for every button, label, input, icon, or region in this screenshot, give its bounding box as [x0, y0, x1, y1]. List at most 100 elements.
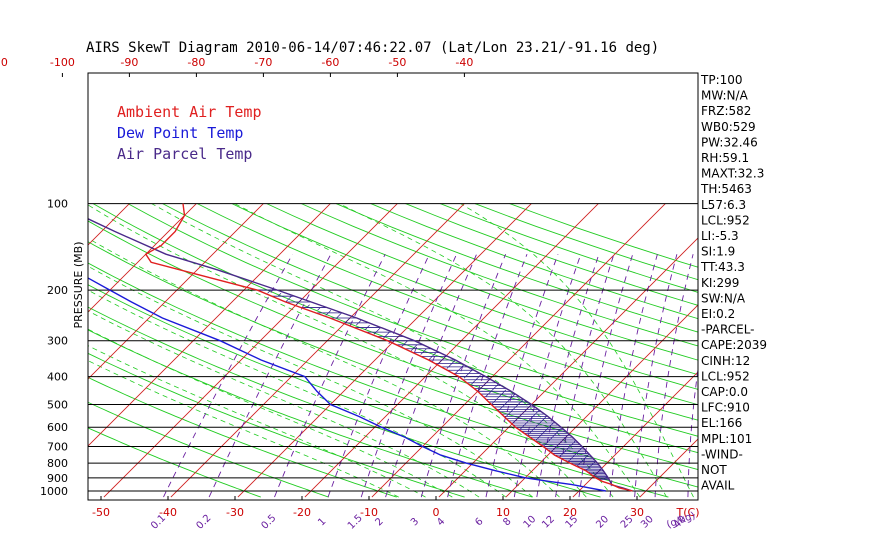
hatch-line	[373, 327, 381, 335]
dry-adiabat	[88, 401, 329, 498]
moist-adiabat	[88, 289, 507, 498]
stat-entry: TP:100	[700, 73, 743, 87]
hatch-line	[438, 356, 446, 364]
dry-adiabat	[88, 241, 698, 471]
mixing-ratio-line	[654, 254, 694, 498]
stat-entry: LFC:910	[701, 401, 750, 415]
isotherm	[572, 371, 698, 498]
bottom-temp-tick-label: -30	[226, 506, 244, 519]
dry-adiabat	[231, 203, 698, 376]
mixing-ratio-tick-label: 10	[522, 514, 539, 531]
hatch-line	[603, 476, 608, 480]
chart-title: AIRS SkewT Diagram 2010-06-14/07:46:22.0…	[86, 40, 659, 56]
mixing-ratio-tick-label: 3	[409, 516, 421, 528]
stat-entry: SI:1.9	[701, 245, 735, 259]
hatch-line	[446, 359, 456, 369]
stat-entry: CINH:12	[701, 354, 750, 368]
dry-adiabat	[301, 203, 698, 347]
hatch-line	[505, 399, 524, 417]
hatch-line	[364, 324, 370, 331]
legend: Ambient Air Temp Dew Point Temp Air Parcel…	[117, 103, 262, 163]
moist-adiabat	[88, 345, 426, 498]
hatch-line	[576, 454, 590, 467]
top-temp-tick-label: -70	[254, 56, 272, 69]
stat-entry: MPL:101	[701, 432, 752, 446]
top-temp-tick-label: -90	[120, 56, 138, 69]
pressure-tick-label: 1000	[40, 485, 68, 498]
temperature-line	[144, 203, 633, 492]
hatch-line	[559, 440, 576, 457]
hatch-line	[567, 447, 583, 462]
mixing-ratio-tick-label: 0.5	[260, 513, 279, 532]
hatch-line	[277, 292, 282, 297]
stat-entry: MAXT:32.3	[701, 167, 764, 181]
stat-entry: AVAIL	[701, 479, 735, 493]
stat-entry: NOT	[701, 463, 727, 477]
mixing-ratio-tick-label: 8	[501, 516, 513, 528]
bottom-temp-tick-label: -20	[293, 506, 311, 519]
hatch-line	[551, 434, 569, 452]
stat-entry: EI:0.2	[701, 307, 735, 321]
stat-entry: CAP:0.0	[701, 385, 748, 399]
stat-entry: TT:43.3	[700, 260, 745, 274]
moist-adiabat	[88, 204, 587, 498]
dry-adiabat	[370, 203, 698, 320]
hatch-line	[485, 383, 499, 398]
parcel-line	[88, 218, 633, 492]
hatch-line	[325, 309, 332, 316]
mixing-ratio-line	[385, 254, 478, 498]
stat-entry: RH:59.1	[701, 151, 749, 165]
hatch-line	[463, 369, 473, 379]
bottom-temp-tick-label: 0	[433, 506, 440, 519]
stat-entry: LCL:952	[701, 369, 750, 383]
isotherm	[371, 203, 666, 498]
stat-entry: WB0:529	[701, 120, 756, 134]
moist-adiabat	[88, 328, 453, 498]
dry-adiabat	[335, 203, 698, 333]
pressure-tick-label: 600	[47, 421, 68, 434]
dry-adiabat	[162, 203, 698, 406]
dry-adiabat	[88, 427, 261, 498]
pressure-tick-label: 300	[47, 335, 68, 348]
mixing-ratio-tick-label: 20	[594, 514, 611, 531]
dry-adiabat	[88, 220, 698, 454]
isotherm	[237, 203, 532, 498]
hatch-line	[317, 307, 321, 311]
stat-entry: L57:6.3	[701, 198, 746, 212]
isotherm	[774, 204, 870, 497]
pressure-tick-label: 800	[47, 457, 68, 470]
mixing-ratio-tick-label: 0.2	[195, 513, 214, 532]
hatch-line	[344, 317, 351, 324]
mixing-ratio-tick-label: 2	[373, 516, 385, 528]
hatch-line	[295, 298, 303, 306]
hatch-line	[401, 340, 408, 348]
hatch-line	[455, 364, 464, 374]
dry-adiabat	[88, 306, 601, 498]
moist-adiabat	[88, 360, 399, 498]
hatch-line	[593, 468, 602, 477]
legend-entry: Air Parcel Temp	[117, 145, 252, 163]
isotherm	[639, 438, 698, 498]
dry-adiabat	[266, 203, 698, 361]
pressure-tick-label: 200	[47, 284, 68, 297]
hatch-line	[542, 428, 562, 447]
dry-adiabat	[197, 203, 698, 390]
dry-adiabat	[127, 203, 698, 421]
moist-adiabat	[234, 203, 641, 498]
hatch-line	[391, 336, 399, 344]
hatch-line	[512, 404, 532, 424]
stat-entry: PW:32.46	[701, 135, 758, 149]
isotherm	[304, 203, 599, 498]
isotherm	[170, 203, 465, 498]
stat-entry: LCL:952	[701, 213, 750, 227]
profiles	[88, 203, 633, 492]
bottom-temp-tick-label: 10	[496, 506, 510, 519]
bottom-temp-tick-label: 20	[563, 506, 577, 519]
moist-adiabat	[88, 310, 480, 498]
hatch-line	[491, 389, 507, 405]
mixing-ratio-tick-label: 12	[540, 514, 557, 531]
moist-adiabat	[339, 203, 668, 498]
moist-adiabat	[460, 203, 694, 498]
